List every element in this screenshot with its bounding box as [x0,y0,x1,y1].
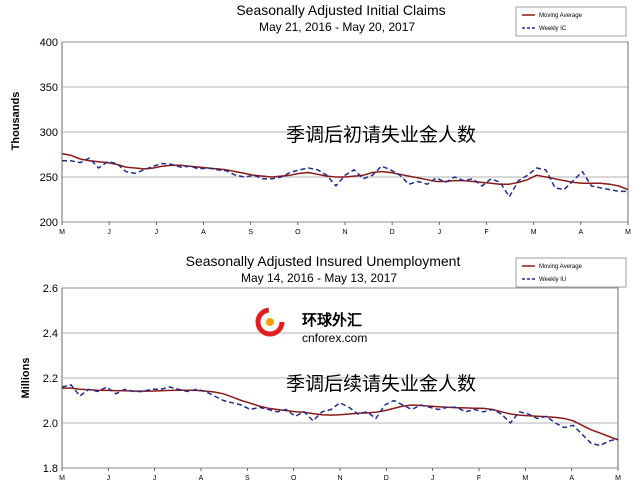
x-tick-label: S [245,475,250,482]
x-tick-label: O [295,229,301,236]
legend-label: Moving Average [539,264,583,270]
legend-label: Moving Average [539,13,583,19]
y-tick-label: 400 [40,37,58,49]
y-tick-label: 2.6 [43,283,58,295]
x-tick-label: F [484,229,488,236]
logo-ring-icon [255,307,285,337]
legend: Moving Average Weekly IC [515,6,627,37]
x-tick-label: D [390,229,395,236]
plot-area: 200 250 300 350 400 M J J A S O N D J F M A M [40,37,631,236]
x-tick-label: J [431,475,435,482]
logo-main-text: 环球外汇 [302,311,362,329]
x-tick-label: J [153,475,157,482]
y-tick-label: 350 [40,82,58,94]
x-tick-label: M [615,475,621,482]
x-tick-label: A [569,475,574,482]
moving-average-line [62,387,619,441]
chart-annotation: 季调后初请失业金人数 [286,124,476,146]
x-tick-label: M [59,475,65,482]
legend-label: Weekly IU [539,277,566,283]
x-tick-label: J [107,229,111,236]
chart-subtitle: May 21, 2016 - May 20, 2017 [259,20,415,34]
x-tick-label: J [155,229,159,236]
x-tick-label: A [578,229,583,236]
legend-label: Weekly IC [539,26,567,32]
x-tick-label: S [248,229,253,236]
weekly-data-line [61,384,619,447]
plot-area: 1.8 2.0 2.2 2.4 2.6 M J J A S O N D J F M A M [43,283,621,482]
x-tick-label: M [531,229,537,236]
x-tick-label: A [201,229,206,236]
x-tick-label: M [625,229,631,236]
y-tick-label: 2.2 [43,373,58,385]
logo-sub-text: cnforex.com [302,331,367,345]
x-tick-label: N [342,229,347,236]
chart-annotation: 季调后续请失业金人数 [286,373,476,395]
initial-claims-chart: Seasonally Adjusted Initial Claims May 2… [10,2,631,236]
y-tick-label: 250 [40,172,58,184]
chart-title: Seasonally Adjusted Insured Unemployment [186,253,461,269]
y-tick-label: 2.4 [43,328,58,340]
x-tick-label: F [477,475,481,482]
x-tick-label: O [291,475,297,482]
y-axis-label: Millions [20,358,32,399]
x-tick-label: J [438,229,442,236]
y-tick-label: 1.8 [43,463,58,475]
weekly-data-line [62,157,628,198]
moving-average-line [61,152,629,191]
x-tick-label: N [337,475,342,482]
chart-title: Seasonally Adjusted Initial Claims [236,2,445,18]
x-tick-label: J [107,475,111,482]
x-tick-label: D [384,475,389,482]
y-tick-label: 300 [40,127,58,139]
y-axis-label: Thousands [10,92,22,151]
cnforex-logo: 环球外汇 cnforex.com [255,307,367,345]
x-tick-label: M [522,475,528,482]
logo-dot-icon [266,318,274,326]
x-tick-label: M [59,229,65,236]
insured-unemployment-chart: Seasonally Adjusted Insured Unemployment… [20,253,627,482]
chart-subtitle: May 14, 2016 - May 13, 2017 [241,271,397,285]
x-tick-label: A [199,475,204,482]
y-tick-label: 2.0 [43,418,58,430]
legend: Moving Average Weekly IU [515,257,627,288]
y-tick-label: 200 [40,217,58,229]
